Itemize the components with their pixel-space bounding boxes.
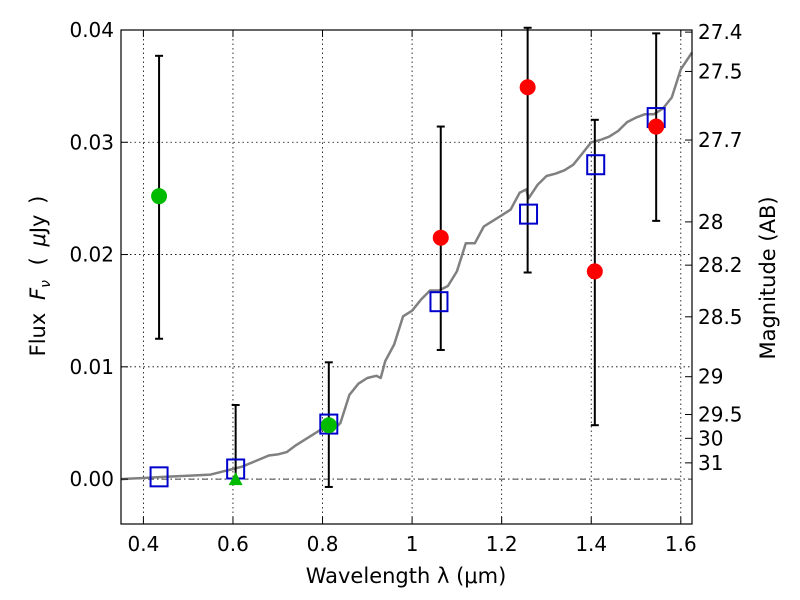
mag-tick-label: 28.2 bbox=[698, 253, 743, 277]
ticks: 0.4 0.6 0.8 1 1.2 1.4 1.6 0.00 0.01 0.02 0.03 0.04 2… bbox=[69, 18, 742, 556]
model-photometry-square bbox=[149, 466, 169, 488]
y-tick-label: 0.01 bbox=[69, 355, 114, 379]
y-tick-label: 0.03 bbox=[69, 130, 114, 154]
sed-model-line bbox=[120, 51, 694, 481]
grid bbox=[121, 29, 692, 524]
measurement-point bbox=[432, 229, 449, 246]
model-photometry-square bbox=[519, 203, 539, 225]
x-tick-label: 1 bbox=[406, 532, 419, 556]
y-tick-label: 0.04 bbox=[69, 18, 114, 42]
x-tick-label: 0.4 bbox=[127, 532, 159, 556]
mag-tick-label: 29 bbox=[698, 365, 723, 389]
model-photometry-square bbox=[429, 291, 449, 313]
x-tick-label: 1.4 bbox=[575, 532, 607, 556]
detection-point bbox=[151, 188, 168, 205]
mag-tick-label: 27.5 bbox=[698, 59, 743, 83]
plot-area bbox=[120, 26, 694, 488]
upper-limit-triangle bbox=[228, 472, 243, 486]
x-tick-label: 1.2 bbox=[486, 532, 518, 556]
y-axis-label: Flux Fν ( μJy ) bbox=[26, 196, 55, 357]
x-tick-label: 0.8 bbox=[307, 532, 339, 556]
mag-tick-label: 30 bbox=[698, 426, 723, 450]
right-axis-label: Magnitude (AB) bbox=[756, 196, 780, 359]
axes-frame bbox=[120, 29, 693, 525]
x-axis-label: Wavelength λ (μm) bbox=[306, 564, 507, 588]
measurement-point bbox=[519, 79, 536, 96]
detection-point bbox=[320, 417, 337, 434]
x-tick-label: 0.6 bbox=[217, 532, 249, 556]
x-tick-label: 1.6 bbox=[665, 532, 697, 556]
model-photometry-square bbox=[319, 413, 339, 435]
mag-tick-label: 27.4 bbox=[698, 20, 743, 44]
model-photometry-square bbox=[586, 154, 606, 176]
measurement-point bbox=[586, 263, 603, 280]
y-tick-label: 0.00 bbox=[69, 467, 114, 491]
mag-tick-label: 31 bbox=[698, 451, 723, 475]
mag-tick-label: 29.5 bbox=[698, 402, 743, 426]
mag-tick-label: 27.7 bbox=[698, 128, 743, 152]
plot-frame bbox=[120, 29, 693, 525]
measurement-point bbox=[648, 118, 665, 135]
mag-tick-label: 28.5 bbox=[698, 305, 743, 329]
y-tick-label: 0.02 bbox=[69, 243, 114, 267]
mag-tick-label: 28 bbox=[698, 210, 723, 234]
